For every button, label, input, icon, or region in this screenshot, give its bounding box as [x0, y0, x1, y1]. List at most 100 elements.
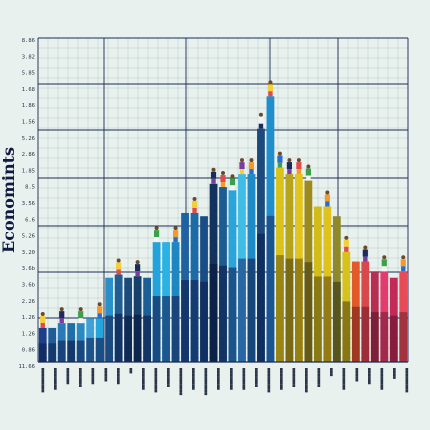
- bar-shade: [171, 296, 180, 362]
- figure-body: [324, 194, 330, 202]
- x-tick-label: ■■■■■■■■: [229, 368, 234, 390]
- figure-head: [192, 196, 197, 201]
- bar-shade: [162, 296, 170, 362]
- figure-legs: [287, 169, 292, 175]
- x-tick-label: ■■■■■■: [91, 368, 96, 385]
- person-figure: [191, 196, 198, 213]
- figure-body: [229, 178, 236, 186]
- figure-body: [40, 315, 46, 323]
- figure-body: [267, 84, 274, 92]
- x-tick-label: ■■■■■■■■: [342, 368, 347, 390]
- x-tick-label: ■■■■■■■: [317, 368, 322, 387]
- figure-head: [239, 158, 244, 163]
- figure-legs: [296, 169, 302, 175]
- x-tick-label: ■■■■■■■■■: [154, 368, 159, 393]
- figure-legs: [220, 182, 226, 188]
- bar-shade: [247, 258, 256, 362]
- bar-shade: [133, 314, 142, 362]
- bar-shade: [313, 276, 322, 362]
- bar-shade: [370, 312, 379, 362]
- person-figure: [400, 255, 406, 272]
- figure-head: [363, 245, 368, 250]
- bar-shade: [266, 215, 275, 362]
- figure-body: [362, 249, 368, 257]
- x-tick-label: ■■■■■■■■■: [305, 368, 310, 393]
- x-tick-label: ■■■■■■■■■: [405, 368, 410, 393]
- bar-shade: [57, 340, 66, 362]
- figure-head: [135, 260, 140, 265]
- person-figure: [381, 255, 387, 272]
- figure-head: [211, 167, 216, 172]
- person-figure: [59, 307, 65, 324]
- bar-shade: [351, 306, 360, 362]
- bar-shade: [276, 255, 284, 362]
- bar-shade: [67, 340, 76, 362]
- figure-legs: [40, 322, 45, 328]
- figure-legs: [258, 123, 264, 129]
- person-figure: [210, 167, 217, 184]
- x-tick-label: ■■■■■■■■■: [267, 368, 272, 393]
- figure-body: [296, 162, 302, 170]
- bar-shade: [200, 281, 208, 362]
- bar-shade: [38, 343, 47, 362]
- bar-shade: [95, 337, 104, 362]
- person-figure: [324, 190, 330, 207]
- person-figure: [258, 112, 264, 129]
- y-tick-label: 11.66: [18, 364, 35, 370]
- bar-shade: [285, 258, 294, 362]
- figure-head: [154, 226, 159, 231]
- figure-legs: [211, 178, 216, 184]
- figure-body: [59, 311, 65, 319]
- person-figure: [248, 158, 255, 175]
- y-tick-label: 1.68: [22, 87, 35, 93]
- x-tick-label: ■■■■■■■■: [242, 368, 247, 390]
- figure-body: [248, 162, 255, 170]
- figure-head: [382, 255, 387, 260]
- figure-body: [191, 200, 198, 208]
- x-tick-label: ■■: [129, 368, 134, 374]
- bar-shade: [48, 343, 57, 362]
- person-figure: [97, 302, 103, 319]
- figure-head: [249, 158, 254, 163]
- person-figure: [78, 307, 84, 324]
- x-tick-label: ■■■■■■: [367, 368, 372, 385]
- figure-legs: [306, 175, 311, 181]
- y-tick-label: 1.86: [22, 103, 35, 109]
- y-tick-label: 3.6b: [22, 266, 35, 272]
- bar-shade: [143, 315, 151, 362]
- x-tick-label: ■■■■■: [355, 368, 360, 382]
- bar-shade: [86, 337, 95, 362]
- x-tick-label: ■■■■■■■■■■: [179, 368, 184, 395]
- y-tick-label: 2.26: [22, 299, 35, 305]
- figure-legs: [116, 269, 121, 275]
- figure-head: [173, 226, 178, 231]
- figure-head: [116, 258, 121, 263]
- figure-legs: [325, 201, 330, 207]
- bar-shade: [228, 267, 237, 362]
- figure-head: [296, 158, 301, 163]
- x-tick-label: ■■■■: [392, 368, 397, 379]
- y-tick-label: 5.26: [22, 136, 35, 142]
- x-tick-label: ■■■■■■■■: [192, 368, 197, 390]
- person-figure: [153, 226, 160, 243]
- y-tick-label: 3.20: [22, 250, 35, 256]
- bar-shade: [209, 263, 218, 362]
- figure-head: [40, 311, 45, 316]
- figure-legs: [382, 266, 387, 272]
- y-tick-label: 3.6b: [22, 283, 35, 289]
- figure-head: [59, 307, 64, 312]
- figure-body: [305, 168, 311, 176]
- figure-legs: [344, 246, 349, 252]
- person-figure: [296, 158, 302, 175]
- y-tick-label: 3.56: [22, 201, 35, 207]
- figure-body: [153, 230, 160, 238]
- figure-head: [268, 80, 273, 85]
- x-tick-label: ■■■■■■■■■■: [204, 368, 209, 395]
- y-axis-label: Economints: [0, 147, 18, 253]
- x-tick-label: ■■■■■■■: [292, 368, 297, 387]
- people-figures: [40, 80, 406, 328]
- y-tick-label: 1.56: [22, 120, 35, 126]
- figure-head: [78, 307, 83, 312]
- figure-body: [172, 230, 179, 238]
- figure-head: [221, 171, 225, 176]
